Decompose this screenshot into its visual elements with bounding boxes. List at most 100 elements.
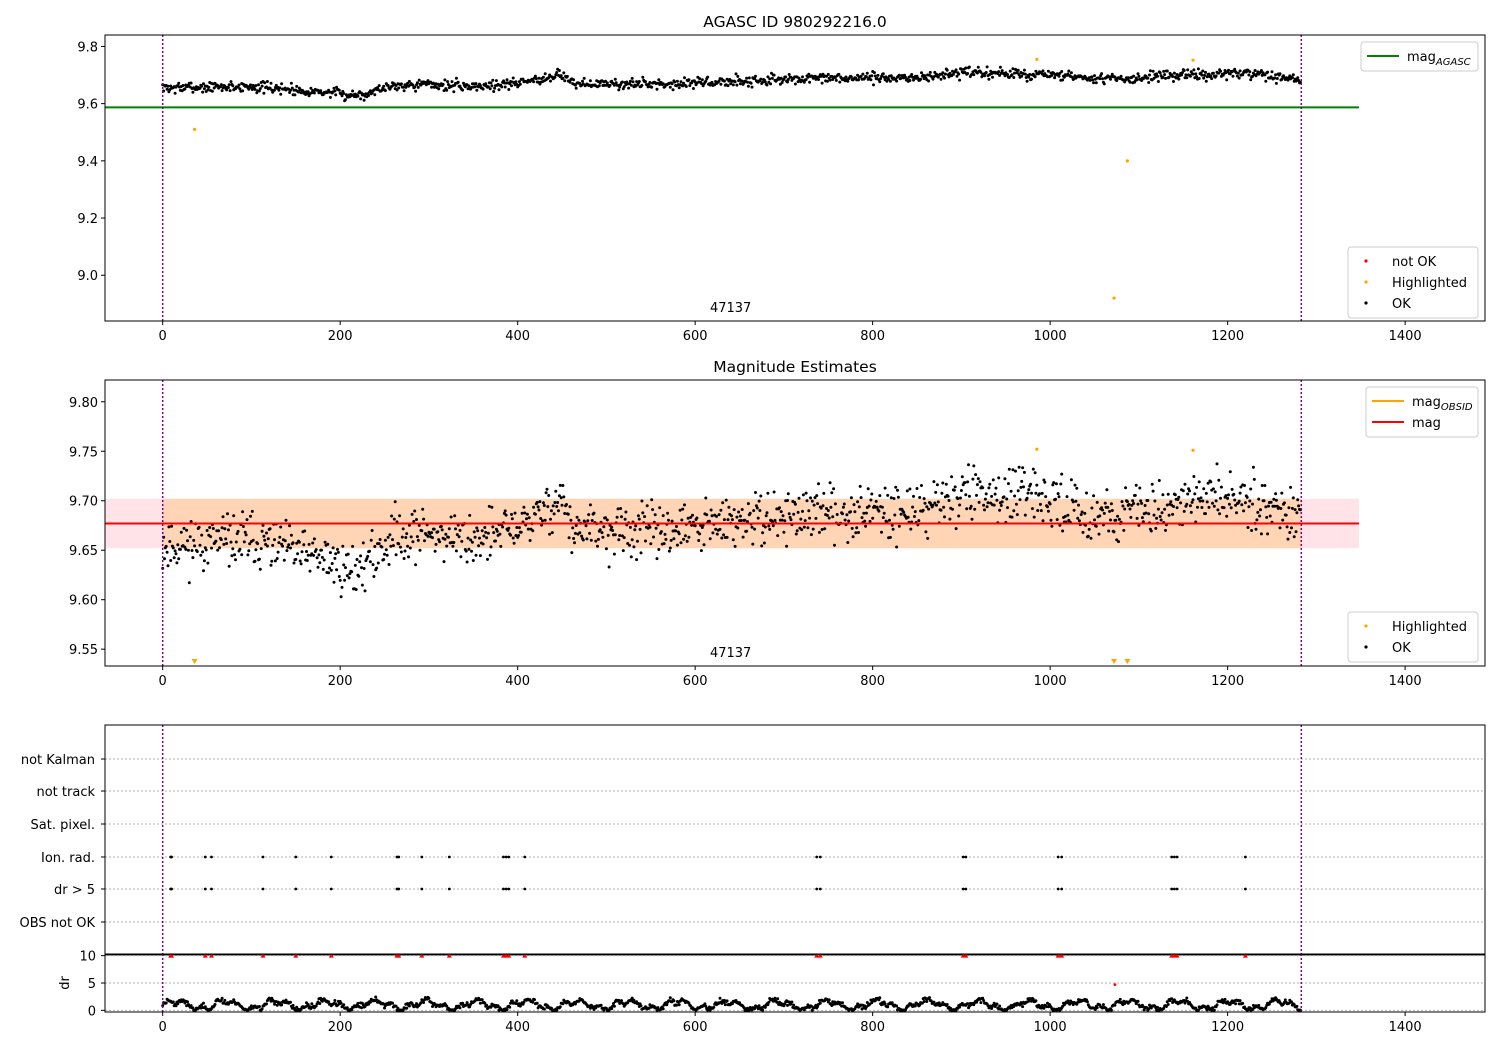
agasc-ok-point	[768, 77, 772, 81]
agasc-ok-point	[1269, 75, 1273, 79]
agasc-ok-point	[1101, 77, 1104, 81]
magnitude-ok-point	[803, 519, 807, 523]
agasc-highlighted-point	[1191, 58, 1195, 62]
magnitude-ok-point	[1014, 502, 1018, 506]
agasc-ok-point	[630, 76, 634, 80]
magnitude-ok-point	[963, 481, 967, 485]
magnitude-ok-point	[896, 488, 899, 492]
magnitude-ok-point	[589, 538, 593, 542]
agasc-ok-point	[927, 79, 931, 83]
magnitude-ok-point	[306, 553, 310, 557]
magnitude-ok-point	[619, 507, 623, 510]
magnitude-ok-point	[1173, 493, 1177, 497]
magnitude-ok-point	[1242, 509, 1246, 513]
magnitude-ok-point	[768, 527, 772, 531]
agasc-ok-point	[402, 89, 406, 93]
magnitude-ok-point	[1009, 489, 1013, 493]
agasc-ok-point	[1057, 74, 1061, 78]
magnitude-ok-point	[1279, 507, 1283, 510]
magnitude-ok-point	[273, 538, 276, 542]
magnitude-ok-point	[241, 510, 245, 514]
agasc-ytick-label: 9.2	[77, 212, 98, 227]
magnitude-ok-point	[234, 540, 238, 544]
dr-point	[648, 1003, 652, 1007]
dr-point	[677, 1003, 681, 1007]
agasc-ok-point	[769, 82, 773, 86]
dr-point	[661, 1007, 665, 1011]
magnitude-ok-point	[458, 528, 462, 532]
magnitude-ok-point	[935, 503, 938, 507]
flag-point	[1175, 887, 1179, 891]
magnitude-ok-point	[804, 491, 808, 495]
magnitude-xtick-label: 0	[159, 674, 167, 689]
dr-capped-marker	[506, 953, 512, 958]
dr-point	[928, 996, 931, 1000]
dr-point	[865, 1001, 869, 1004]
magnitude-ok-point	[683, 534, 687, 538]
agasc-ok-point	[817, 78, 820, 81]
magnitude-ok-point	[639, 551, 643, 555]
agasc-ok-point	[493, 86, 497, 90]
magnitude-ok-point	[330, 562, 334, 565]
agasc-ok-point	[1177, 77, 1181, 81]
magnitude-ok-point	[1069, 478, 1073, 482]
agasc-ok-point	[1011, 67, 1015, 71]
magnitude-ok-point	[1065, 495, 1069, 499]
dr-point	[415, 1002, 418, 1006]
magnitude-ok-point	[586, 519, 590, 523]
magnitude-ok-point	[808, 516, 812, 520]
magnitude-ok-point	[443, 537, 447, 541]
magnitude-ok-point	[1196, 497, 1200, 501]
magnitude-ok-point	[679, 541, 683, 545]
agasc-ok-point	[820, 81, 824, 85]
magnitude-ok-point	[480, 529, 484, 533]
agasc-ok-point	[605, 81, 609, 85]
magnitude-ok-point	[388, 533, 392, 537]
magnitude-ok-point	[230, 554, 234, 558]
magnitude-ok-point	[1117, 517, 1121, 521]
magnitude-ok-point	[927, 507, 931, 511]
magnitude-ok-point	[1161, 493, 1165, 497]
agasc-ok-point	[219, 83, 223, 87]
agasc-ok-point	[424, 83, 428, 87]
magnitude-ok-point	[169, 559, 173, 562]
magnitude-ok-point	[354, 588, 358, 591]
dr-capped-marker	[963, 953, 969, 958]
magnitude-ok-point	[455, 533, 459, 537]
magnitude-ok-point	[1268, 514, 1272, 518]
magnitude-ok-point	[990, 494, 994, 498]
agasc-ok-point	[450, 80, 454, 84]
magnitude-ok-point	[1211, 501, 1214, 505]
dr-point	[767, 1000, 771, 1004]
magnitude-ok-point	[605, 518, 609, 522]
agasc-ok-point	[555, 71, 559, 74]
magnitude-ok-point	[248, 542, 252, 546]
magnitude-ok-point	[340, 585, 344, 589]
magnitude-ok-point	[1141, 520, 1145, 524]
flag-point	[397, 887, 401, 891]
magnitude-ok-point	[284, 518, 288, 522]
magnitude-ok-point	[757, 499, 761, 503]
agasc-ok-point	[265, 85, 268, 89]
dr-capped-marker	[293, 953, 299, 958]
agasc-ok-point	[1236, 71, 1240, 75]
magnitude-ok-point	[1032, 515, 1036, 519]
dr-point	[220, 996, 224, 1000]
magnitude-ok-point	[439, 524, 443, 528]
magnitude-ok-point	[1093, 518, 1096, 522]
agasc-ok-point	[507, 88, 511, 91]
dr-point	[1295, 1004, 1299, 1008]
magnitude-ok-point	[1179, 501, 1183, 505]
agasc-ok-point	[210, 89, 214, 93]
agasc-ok-point	[1098, 77, 1102, 81]
magnitude-ok-point	[1284, 513, 1288, 517]
agasc-ok-point	[910, 73, 914, 76]
magnitude-ok-point	[510, 517, 514, 521]
magnitude-ok-point	[1038, 492, 1041, 496]
magnitude-ok-point	[329, 568, 333, 572]
magnitude-ok-point	[640, 499, 644, 503]
magnitude-ok-point	[649, 542, 653, 546]
magnitude-ok-point	[442, 560, 446, 564]
dr-point	[535, 1001, 539, 1005]
